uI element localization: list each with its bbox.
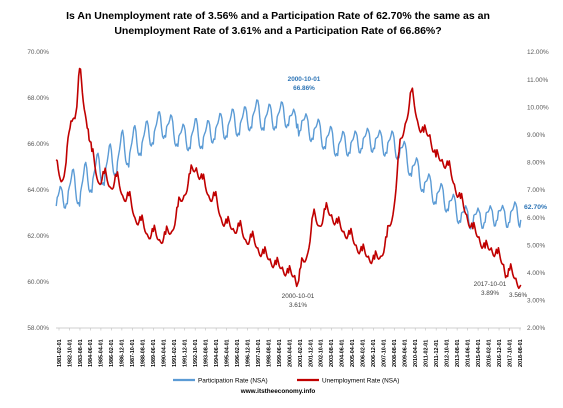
x-tick-label: 2011-12-01 bbox=[434, 340, 440, 367]
x-tick-label: 1997-10-01 bbox=[256, 339, 262, 367]
x-tick-label: 2008-08-01 bbox=[392, 339, 398, 367]
chart-title-line-1: Is An Unemployment rate of 3.56% and a P… bbox=[66, 10, 490, 22]
annotation-label: 66.86% bbox=[293, 85, 315, 92]
x-tick-label: 1998-08-01 bbox=[266, 339, 272, 367]
x-axis-ticks: 1981-02-01 1982-10-01 1983-08-01 1984-06-01… bbox=[57, 328, 524, 367]
x-tick-label: 2005-04-01 bbox=[350, 339, 356, 367]
x-tick-label: 2006-12-01 bbox=[371, 339, 377, 367]
x-tick-label: 2007-10-01 bbox=[382, 339, 388, 367]
annotation-label: 62.70% bbox=[524, 204, 547, 211]
x-tick-label: 1983-08-01 bbox=[78, 339, 84, 367]
left-tick-label: 62.00% bbox=[27, 233, 49, 240]
left-tick-label: 66.00% bbox=[27, 141, 49, 148]
x-tick-label: 2011-02-01 bbox=[424, 340, 430, 367]
chart-title-line-2: Unemployment Rate of 3.61% and a Partici… bbox=[114, 25, 441, 37]
x-tick-label: 2000-04-01 bbox=[287, 339, 293, 367]
x-tick-label: 2001-02-01 bbox=[298, 339, 304, 367]
annotation-label: 3.56% bbox=[509, 292, 527, 299]
x-tick-label: 1991-12-01 bbox=[183, 339, 189, 367]
unemployment-rate-line bbox=[55, 67, 522, 290]
right-tick-label: 7.00% bbox=[527, 187, 545, 194]
right-tick-label: 11.00% bbox=[527, 77, 549, 84]
x-tick-label: 2001-12-01 bbox=[308, 339, 314, 367]
left-tick-label: 60.00% bbox=[27, 279, 49, 286]
x-tick-label: 2012-10-01 bbox=[444, 339, 450, 367]
left-tick-label: 68.00% bbox=[27, 95, 49, 102]
annotation-label: 3.89% bbox=[481, 290, 499, 297]
x-tick-label: 2006-02-01 bbox=[361, 339, 367, 367]
x-tick-label: 1986-12-01 bbox=[120, 339, 126, 367]
x-tick-label: 2017-10-01 bbox=[507, 339, 513, 367]
series-layer bbox=[55, 67, 522, 290]
participation-rate-line bbox=[55, 99, 522, 230]
annotation-label: 2017-10-01 bbox=[474, 281, 507, 288]
x-tick-label: 2003-08-01 bbox=[329, 339, 335, 367]
x-tick-label: 1999-06-01 bbox=[277, 339, 283, 367]
legend-label-participation: Participation Rate (NSA) bbox=[198, 378, 268, 385]
x-tick-label: 1984-06-01 bbox=[88, 339, 94, 367]
annotation-label: 2000-10-01 bbox=[288, 76, 321, 83]
source-note: www.itstheeconomy.info bbox=[240, 388, 316, 395]
right-tick-label: 3.00% bbox=[527, 298, 545, 305]
left-axis-ticks: 58.00% 60.00% 62.00% 64.00% 66.00% 68.00% 70.0… bbox=[27, 49, 49, 332]
right-tick-label: 9.00% bbox=[527, 132, 545, 139]
x-tick-label: 1985-04-01 bbox=[99, 339, 105, 367]
x-tick-label: 1982-10-01 bbox=[67, 339, 73, 367]
x-tick-label: 2016-12-01 bbox=[497, 339, 503, 367]
x-tick-label: 2016-02-01 bbox=[486, 339, 492, 367]
x-tick-label: 1988-08-01 bbox=[141, 339, 147, 367]
right-tick-label: 8.00% bbox=[527, 160, 545, 167]
x-tick-label: 2010-04-01 bbox=[413, 339, 419, 367]
left-tick-label: 70.00% bbox=[27, 49, 49, 56]
left-tick-label: 64.00% bbox=[27, 187, 49, 194]
x-tick-label: 2015-04-01 bbox=[476, 339, 482, 367]
right-tick-label: 10.00% bbox=[527, 104, 549, 111]
right-tick-label: 6.00% bbox=[527, 215, 545, 222]
annotation-label: 3.61% bbox=[289, 302, 307, 309]
x-tick-label: 1994-06-01 bbox=[214, 339, 220, 367]
annotation-label: 2000-10-01 bbox=[282, 293, 315, 300]
right-axis-ticks: 2.00% 3.00% 4.00% 5.00% 6.00% 7.00% 8.00% 9.00%… bbox=[527, 49, 549, 332]
x-tick-label: 1992-10-01 bbox=[193, 339, 199, 367]
left-tick-label: 58.00% bbox=[27, 325, 49, 332]
x-tick-label: 1987-10-01 bbox=[130, 339, 136, 367]
right-tick-label: 5.00% bbox=[527, 242, 545, 249]
x-tick-label: 1990-04-01 bbox=[162, 339, 168, 367]
x-tick-label: 1996-12-01 bbox=[245, 339, 251, 367]
x-tick-label: 2014-06-01 bbox=[465, 339, 471, 367]
x-tick-label: 2002-10-01 bbox=[319, 339, 325, 367]
x-tick-label: 2009-06-01 bbox=[403, 339, 409, 367]
x-tick-label: 1986-02-01 bbox=[109, 339, 115, 367]
x-tick-label: 1993-08-01 bbox=[203, 339, 209, 367]
x-tick-label: 2004-06-01 bbox=[340, 339, 346, 367]
legend: Participation Rate (NSA) Unemployment Ra… bbox=[173, 378, 399, 385]
x-tick-label: 2018-08-01 bbox=[518, 339, 524, 367]
x-tick-label: 1981-02-01 bbox=[57, 339, 63, 367]
right-tick-label: 4.00% bbox=[527, 270, 545, 277]
x-tick-label: 1996-02-01 bbox=[235, 339, 241, 367]
right-tick-label: 2.00% bbox=[527, 325, 545, 332]
x-tick-label: 1995-04-01 bbox=[224, 339, 230, 367]
x-tick-label: 1989-06-01 bbox=[151, 339, 157, 367]
x-tick-label: 1991-02-01 bbox=[172, 339, 178, 367]
x-tick-label: 2013-08-01 bbox=[455, 339, 461, 367]
legend-label-unemployment: Unemployment Rate (NSA) bbox=[322, 378, 399, 385]
right-tick-label: 12.00% bbox=[527, 49, 549, 56]
annotation-layer: 2000-10-01 66.86% 2000-10-01 3.61% 2017-10-0… bbox=[282, 76, 547, 309]
